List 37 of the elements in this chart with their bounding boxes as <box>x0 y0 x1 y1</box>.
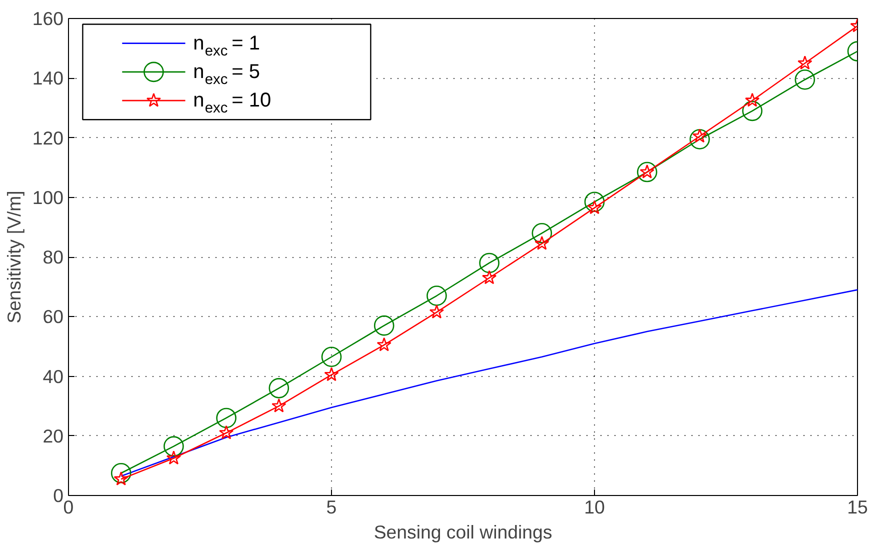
point <box>110 463 132 484</box>
point <box>794 69 816 90</box>
point <box>690 129 710 150</box>
point <box>534 236 550 250</box>
y-tick-label: 160 <box>32 8 64 29</box>
y-tick-label: 80 <box>42 246 64 268</box>
y-tick-label: 60 <box>42 306 64 328</box>
x-tick-label: 15 <box>847 496 868 518</box>
point <box>742 100 762 122</box>
point <box>798 56 812 70</box>
point <box>584 192 605 212</box>
point <box>218 425 234 440</box>
x-axis-title: Sensing coil windings <box>374 522 552 542</box>
y-tick-label: 40 <box>42 366 64 387</box>
y-tick-label: 20 <box>42 425 64 446</box>
point <box>166 450 182 465</box>
point <box>374 315 394 336</box>
y-tick-label: 140 <box>32 68 64 89</box>
point <box>164 436 184 456</box>
point <box>324 367 339 382</box>
point <box>744 92 760 107</box>
point <box>272 398 286 412</box>
point <box>532 223 552 244</box>
point <box>216 408 236 428</box>
point <box>429 304 444 318</box>
point <box>321 346 342 368</box>
y-tick-label: 120 <box>32 127 64 148</box>
point <box>376 337 392 352</box>
point <box>482 270 497 284</box>
point <box>479 252 500 274</box>
y-tick-label: 100 <box>32 186 64 208</box>
x-tick-label: 10 <box>584 496 605 518</box>
point <box>268 378 290 398</box>
x-tick-label: 5 <box>326 496 337 518</box>
point <box>426 286 447 306</box>
y-axis-title: Sensitivity [V/m] <box>3 190 24 324</box>
point <box>636 162 658 182</box>
